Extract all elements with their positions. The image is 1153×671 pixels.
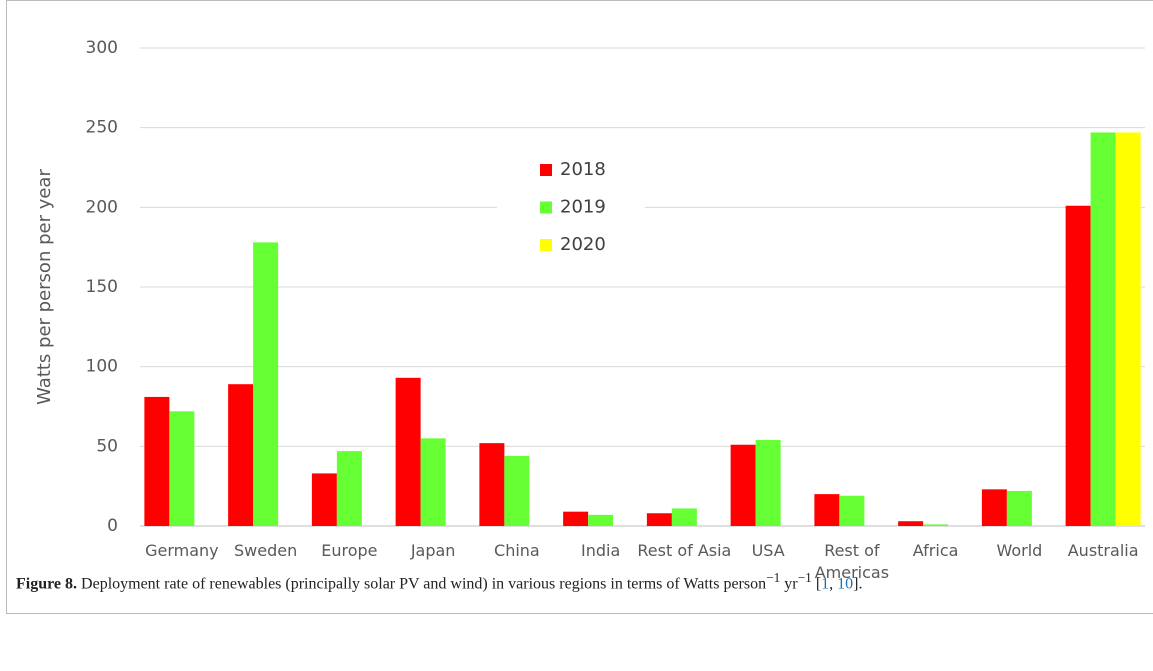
caption-ref: 10 bbox=[837, 575, 854, 593]
bar bbox=[1006, 490, 1032, 526]
y-tick-label: 250 bbox=[86, 118, 118, 138]
bar bbox=[671, 508, 697, 526]
x-tick-label: Sweden bbox=[234, 541, 298, 560]
bar bbox=[1090, 132, 1116, 527]
x-tick-label: Rest of Asia bbox=[637, 541, 732, 560]
legend-swatch bbox=[540, 201, 552, 214]
caption-exp: −1 bbox=[766, 570, 781, 585]
bar bbox=[228, 384, 254, 526]
bar bbox=[336, 451, 362, 526]
caption-label: Figure 8. bbox=[16, 575, 78, 593]
figure-frame bbox=[6, 0, 1153, 614]
caption-unit: person bbox=[723, 575, 767, 593]
chart: Watts per person per year 0 50 100 150 200 25… bbox=[34, 38, 1145, 536]
y-tick-label: 150 bbox=[86, 277, 118, 297]
legend-swatch bbox=[540, 239, 552, 251]
bar bbox=[504, 455, 530, 526]
bar bbox=[730, 444, 756, 526]
x-tick-label: Germany bbox=[145, 541, 219, 560]
bar bbox=[755, 439, 781, 526]
x-tick-label: Africa bbox=[912, 541, 959, 560]
bar bbox=[923, 524, 949, 526]
caption-exp: −1 bbox=[797, 570, 812, 585]
y-tick-label: 100 bbox=[86, 357, 118, 377]
caption: Figure 8. Deployment rate of renewables … bbox=[16, 570, 863, 593]
x-tick-label: China bbox=[494, 541, 540, 560]
bar bbox=[1115, 132, 1141, 527]
legend-label: 2020 bbox=[560, 234, 606, 255]
y-tick-label: 300 bbox=[86, 38, 118, 58]
bar bbox=[646, 513, 672, 526]
bar bbox=[1065, 205, 1091, 527]
x-tick-label: World bbox=[996, 541, 1043, 560]
bar bbox=[395, 377, 421, 526]
y-tick-label: 50 bbox=[96, 436, 118, 456]
y-axis-label: Watts per person per year bbox=[34, 169, 55, 405]
bar bbox=[981, 489, 1007, 526]
legend-label: 2019 bbox=[560, 197, 606, 218]
legend-swatch bbox=[540, 164, 552, 176]
y-tick-label: 0 bbox=[107, 516, 118, 536]
bar bbox=[588, 514, 614, 526]
x-tick-label: Europe bbox=[321, 541, 378, 560]
bar bbox=[479, 443, 505, 526]
x-tick-label: Rest of Americas bbox=[814, 541, 890, 582]
x-tick-label: Australia bbox=[1067, 541, 1139, 560]
x-tick-label: Japan bbox=[410, 541, 456, 560]
caption-unit: yr bbox=[784, 575, 798, 593]
bar bbox=[563, 511, 589, 526]
caption-ref: 1 bbox=[821, 575, 830, 593]
x-tick-label: India bbox=[580, 541, 621, 560]
bar bbox=[898, 521, 924, 526]
bar bbox=[144, 396, 170, 526]
x-tick-label: USA bbox=[751, 541, 785, 560]
bar bbox=[420, 438, 446, 526]
bar bbox=[169, 411, 195, 526]
y-tick-label: 200 bbox=[86, 197, 118, 217]
bar bbox=[311, 473, 337, 526]
bar bbox=[814, 494, 840, 526]
legend-background bbox=[497, 150, 645, 265]
bar bbox=[839, 495, 865, 526]
bar bbox=[253, 242, 279, 527]
caption-text: Deployment rate of renewables (principal… bbox=[81, 575, 720, 593]
legend-label: 2018 bbox=[560, 159, 606, 180]
